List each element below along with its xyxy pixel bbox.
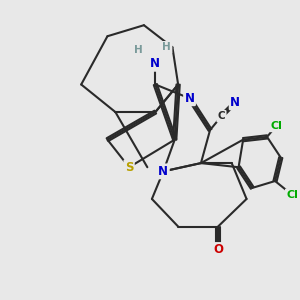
Text: N: N	[184, 92, 194, 105]
Text: H: H	[134, 45, 142, 55]
Text: N: N	[230, 96, 240, 109]
Text: O: O	[213, 244, 223, 256]
Text: C: C	[218, 111, 225, 121]
Text: N: N	[150, 57, 160, 70]
Text: Cl: Cl	[270, 121, 282, 131]
Text: Cl: Cl	[286, 190, 298, 200]
Text: N: N	[158, 165, 168, 178]
Text: H: H	[162, 42, 171, 52]
Text: S: S	[125, 161, 134, 174]
